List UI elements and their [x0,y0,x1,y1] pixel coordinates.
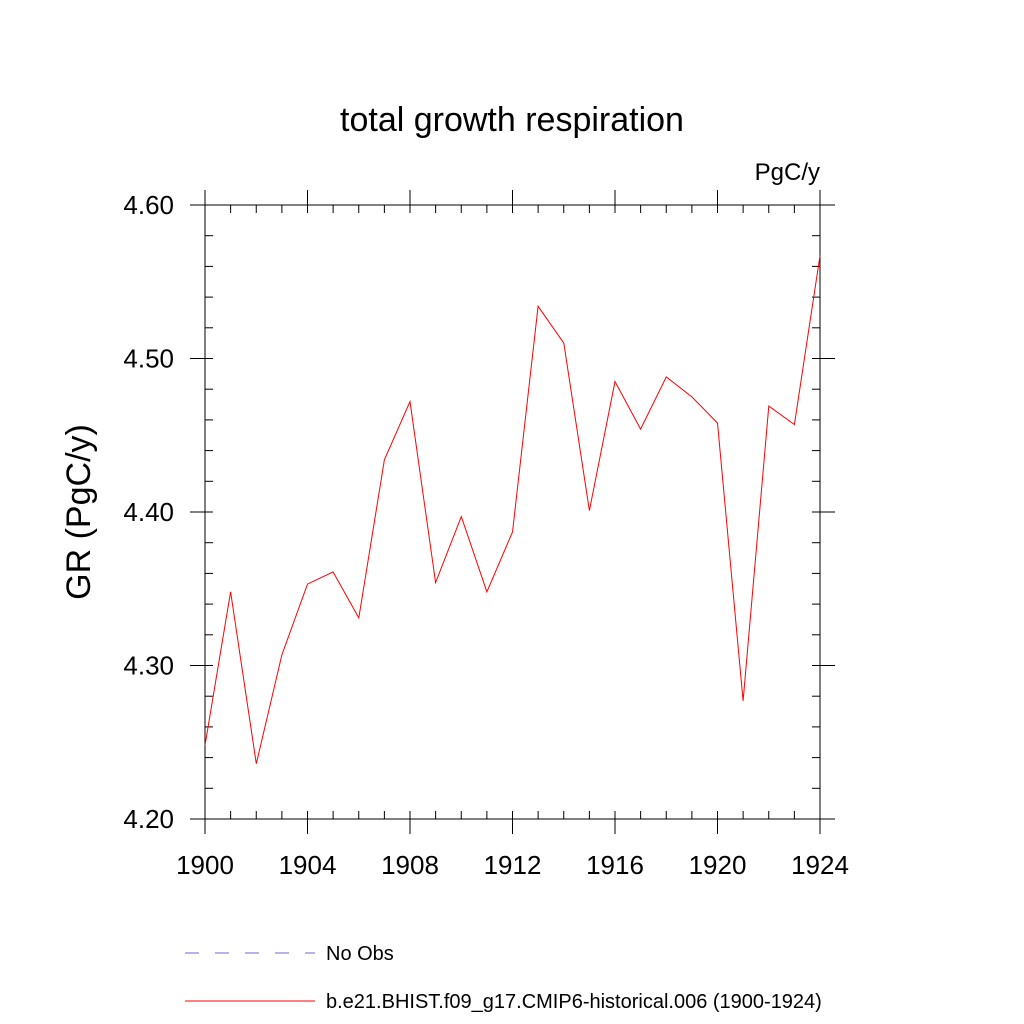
legend-label: No Obs [326,943,394,965]
x-tick-label: 1920 [689,850,747,880]
y-axis-label: GR (PgC/y) [60,424,98,600]
y-tick-label: 4.40 [123,497,174,527]
x-tick-label: 1900 [176,850,234,880]
units-label: PgC/y [755,159,820,186]
legend-label: b.e21.BHIST.f09_g17.CMIP6-historical.006… [326,991,822,1013]
series-line [204,255,821,764]
x-tick-label: 1908 [381,850,439,880]
y-tick-label: 4.30 [123,651,174,681]
chart-title: total growth respiration [340,101,684,139]
axis-ticks [190,190,835,834]
x-tick-label: 1912 [484,850,542,880]
series-group [204,255,821,764]
y-tick-label: 4.50 [123,344,174,374]
x-tick-labels: 1900 1904 1908 1912 1916 1920 1924 [176,850,849,880]
y-tick-labels: 4.20 4.30 4.40 4.50 4.60 [123,190,174,834]
legend: No Obs b.e21.BHIST.f09_g17.CMIP6-historic… [185,943,822,1013]
x-tick-label: 1916 [586,850,644,880]
x-tick-label: 1924 [791,850,849,880]
y-tick-label: 4.20 [123,804,174,834]
x-tick-label: 1904 [279,850,337,880]
y-tick-label: 4.60 [123,190,174,220]
plot-frame [204,204,821,820]
